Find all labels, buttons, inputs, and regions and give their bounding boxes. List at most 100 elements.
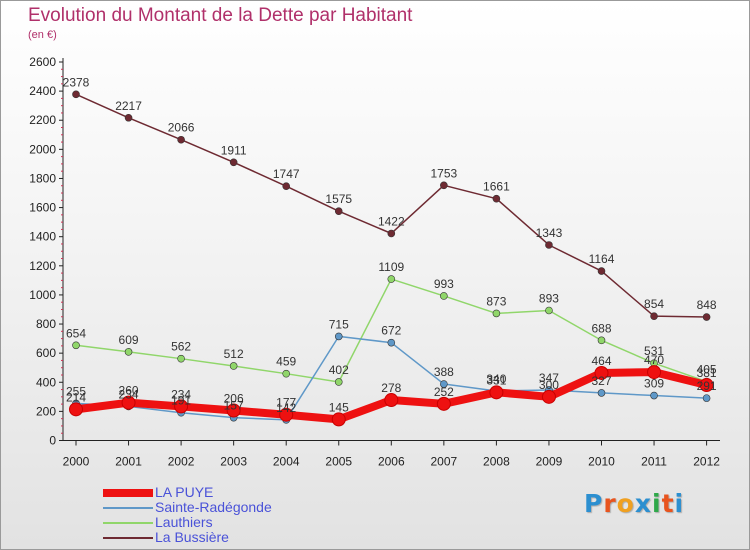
data-point-la-bussi-re xyxy=(440,181,448,190)
legend-item: Sainte-Radégonde xyxy=(103,499,403,515)
data-label-sainte-rad-gonde: 327 xyxy=(591,374,611,388)
x-tick-label: 2005 xyxy=(325,455,352,469)
legend-item: La Bussière xyxy=(103,529,403,545)
data-label-sainte-rad-gonde: 388 xyxy=(434,365,454,379)
data-label-lauthiers: 1109 xyxy=(378,260,404,274)
data-point-la-puye xyxy=(647,365,662,380)
data-point-la-bussi-re xyxy=(702,313,711,321)
data-point-la-puye xyxy=(384,393,399,408)
data-label-la-bussi-re: 1753 xyxy=(430,166,457,180)
data-label-lauthiers: 402 xyxy=(329,363,349,377)
data-label-la-puye: 278 xyxy=(381,381,401,395)
data-point-la-bussi-re xyxy=(597,267,606,275)
y-tick-label: 600 xyxy=(36,346,56,360)
data-label-sainte-rad-gonde: 715 xyxy=(329,317,349,331)
data-point-lauthiers xyxy=(334,378,343,386)
data-point-la-puye xyxy=(594,365,609,380)
data-label-lauthiers: 531 xyxy=(644,344,664,358)
data-label-lauthiers: 654 xyxy=(66,326,86,340)
y-tick-label: 400 xyxy=(36,375,56,389)
data-label-la-puye: 381 xyxy=(697,366,717,380)
x-tick-label: 2000 xyxy=(63,455,90,469)
data-label-lauthiers: 688 xyxy=(591,321,611,335)
legend-item: LA PUYE xyxy=(103,484,403,500)
data-label-la-puye: 145 xyxy=(329,400,349,414)
y-tick-label: 1000 xyxy=(29,288,56,302)
data-point-sainte-rad-gonde xyxy=(387,338,396,347)
chart-data-labels: 2378 2217 2066 1911 1747 1575 1422 1753 1661 1343… xyxy=(63,75,717,415)
legend-swatch xyxy=(103,500,153,515)
data-point-la-puye xyxy=(331,412,346,427)
data-label-la-puye: 177 xyxy=(276,396,296,410)
data-point-sainte-rad-gonde xyxy=(334,332,343,341)
chart-unit-label: (en €) xyxy=(28,29,57,41)
data-label-lauthiers: 873 xyxy=(486,294,506,308)
data-point-la-bussi-re xyxy=(124,113,133,122)
data-label-la-bussi-re: 1911 xyxy=(221,143,247,157)
x-tick-label: 2002 xyxy=(168,455,195,469)
data-point-lauthiers xyxy=(124,348,133,356)
data-point-la-puye xyxy=(121,395,136,410)
data-label-la-puye: 214 xyxy=(66,390,86,404)
legend-label: La Bussière xyxy=(155,529,229,545)
data-label-la-puye: 300 xyxy=(539,378,559,392)
y-tick-label: 1200 xyxy=(29,259,56,273)
data-label-sainte-rad-gonde: 142 xyxy=(276,401,296,415)
data-point-la-puye xyxy=(174,399,189,414)
data-label-la-puye: 234 xyxy=(171,387,191,401)
data-label-sainte-rad-gonde: 157 xyxy=(224,399,244,413)
logo-letter: P xyxy=(584,489,604,518)
data-label-la-bussi-re: 2066 xyxy=(168,121,195,135)
data-label-la-puye: 260 xyxy=(119,384,139,398)
y-tick-label: 2200 xyxy=(29,113,56,127)
data-label-la-bussi-re: 1422 xyxy=(378,214,405,228)
chart-title: Evolution du Montant de la Dette par Hab… xyxy=(28,5,413,26)
data-point-la-puye xyxy=(226,403,241,418)
data-label-lauthiers: 562 xyxy=(171,340,191,354)
x-tick-label: 2004 xyxy=(273,455,300,469)
x-tick-label: 2007 xyxy=(430,455,457,469)
data-point-la-bussi-re xyxy=(492,194,501,203)
data-point-lauthiers xyxy=(177,354,185,363)
data-point-la-bussi-re xyxy=(545,241,553,249)
y-tick-label: 200 xyxy=(36,404,56,418)
data-label-sainte-rad-gonde: 291 xyxy=(697,379,717,393)
data-label-sainte-rad-gonde: 309 xyxy=(644,377,664,391)
data-point-lauthiers xyxy=(387,275,396,283)
legend-label: Lauthiers xyxy=(155,514,213,530)
data-label-la-bussi-re: 854 xyxy=(644,297,664,311)
logo-letter: i xyxy=(674,489,685,518)
legend-item: Lauthiers xyxy=(103,514,403,530)
data-label-la-bussi-re: 848 xyxy=(697,298,717,312)
data-label-lauthiers: 459 xyxy=(276,355,296,369)
y-tick-label: 0 xyxy=(49,434,56,448)
chart-legend: LA PUYE Sainte-Radégonde Lauthiers La Bussi… xyxy=(103,484,403,545)
data-label-la-puye: 252 xyxy=(434,385,454,399)
x-tick-label: 2006 xyxy=(378,455,405,469)
legend-swatch xyxy=(103,515,153,530)
data-point-sainte-rad-gonde xyxy=(597,389,606,397)
x-tick-label: 2003 xyxy=(220,455,247,469)
data-point-lauthiers xyxy=(492,309,501,318)
data-point-lauthiers xyxy=(72,341,80,350)
legend-swatch xyxy=(103,485,153,500)
data-label-la-bussi-re: 1343 xyxy=(536,226,563,240)
chart-axes: 0 200 400 600 800 1000 1200 1400 1600 1800 2000 220… xyxy=(29,55,720,469)
data-label-sainte-rad-gonde: 340 xyxy=(486,372,506,386)
data-point-lauthiers xyxy=(440,292,448,300)
data-label-lauthiers: 893 xyxy=(539,291,559,305)
x-tick-label: 2012 xyxy=(693,455,720,469)
y-tick-label: 800 xyxy=(36,317,56,331)
logo-letter: i xyxy=(652,489,662,518)
data-point-la-bussi-re xyxy=(177,135,185,144)
data-point-lauthiers xyxy=(229,362,238,370)
data-label-la-puye: 206 xyxy=(224,392,244,406)
data-label-la-puye: 470 xyxy=(644,353,664,367)
data-label-lauthiers: 609 xyxy=(119,333,139,347)
data-point-la-puye xyxy=(436,396,451,411)
data-label-la-bussi-re: 1747 xyxy=(273,167,300,181)
legend-label: LA PUYE xyxy=(155,484,214,500)
x-tick-label: 2010 xyxy=(588,455,615,469)
